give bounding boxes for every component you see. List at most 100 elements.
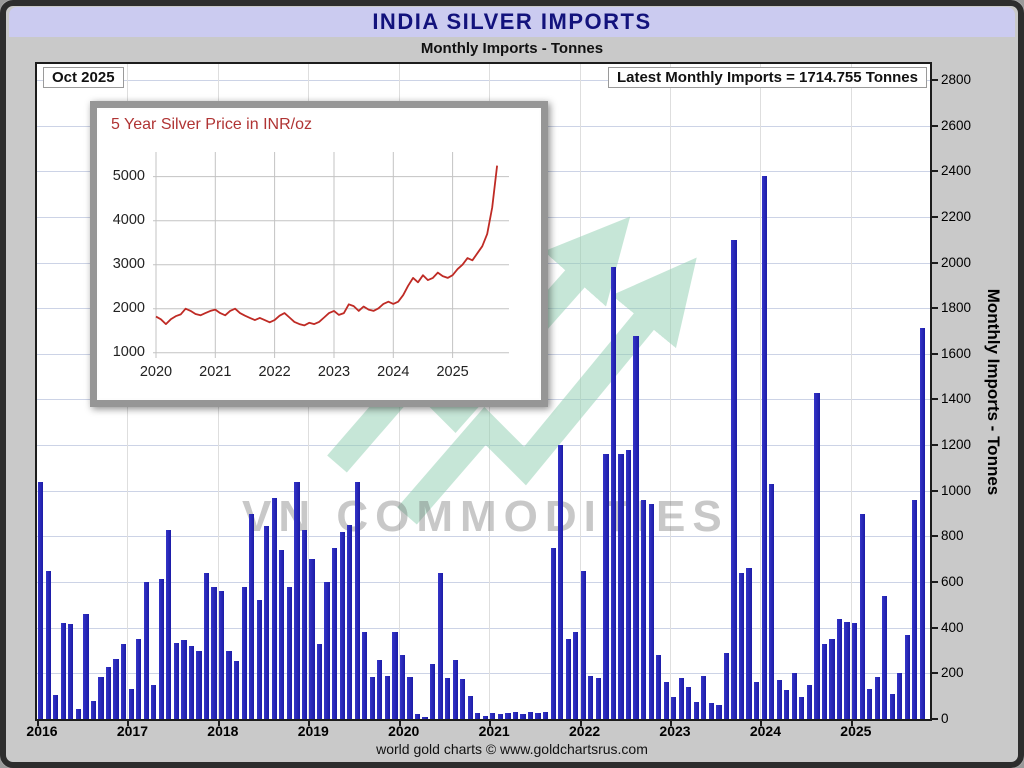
x-tick-label: 2025 [840,723,872,739]
y-tick-mark [932,261,938,264]
x-tick-label: 2018 [207,723,239,739]
import-bar [851,623,858,719]
import-bar [799,697,805,719]
h-gridline [37,79,930,81]
silver-price-line-chart [153,152,509,358]
y-tick-label: 2200 [941,208,972,224]
chart-subtitle: Monthly Imports - Tonnes [420,40,604,57]
inset-y-tick-label: 2000 [112,299,145,316]
import-bar [535,713,541,719]
import-bar [701,675,707,719]
import-bar [429,664,436,719]
import-bar [693,701,699,719]
import-bar [821,643,828,719]
import-bar [407,676,413,719]
y-tick-mark [932,215,938,218]
import-bar [339,531,345,719]
import-bar [859,513,865,719]
x-tick-mark [850,721,853,726]
import-bar [369,676,375,719]
import-bar [467,696,473,719]
y-tick-mark [932,170,938,173]
import-bar [445,677,451,719]
y-tick-label: 400 [941,619,964,635]
import-bar [264,526,270,719]
import-bar [53,695,59,719]
inset-x-tick-label: 2025 [436,364,469,380]
import-bar [188,645,195,719]
x-tick-mark [760,721,763,726]
y-tick-label: 1400 [941,391,972,407]
import-bar [181,640,187,719]
import-bar [520,714,526,719]
import-bar [784,690,790,719]
y-tick-mark [932,489,938,492]
inset-x-tick-label: 2023 [317,364,351,380]
import-bar [437,572,443,719]
inset-y-tick-label: 4000 [112,211,145,228]
import-bar [791,673,797,719]
inset-y-tick-label: 3000 [112,255,145,272]
x-tick-mark [489,721,492,726]
h-gridline [37,490,930,492]
y-axis-title: Monthly Imports - Tonnes [984,288,1003,496]
y-tick-label: 1200 [941,437,972,453]
y-tick-label: 2400 [941,163,972,179]
import-bar [143,582,149,719]
current-month-label: Oct 2025 [43,67,124,88]
y-tick-mark [932,581,938,584]
import-bar [497,714,504,719]
x-tick-mark [127,721,130,726]
x-tick-label: 2016 [26,723,58,739]
y-tick-mark [932,398,938,401]
import-bar [422,716,428,719]
y-tick-mark [932,78,938,81]
import-bar [814,392,820,719]
x-tick-label: 2020 [388,723,420,739]
import-bar [580,570,586,719]
x-tick-mark [579,721,582,726]
import-bar [769,483,775,719]
x-tick-mark [217,721,220,726]
y-tick-mark [932,444,938,447]
import-bar [550,547,556,719]
import-bar [90,700,97,719]
x-tick-label: 2024 [749,723,782,739]
import-bar [678,677,684,719]
y-tick-mark [932,124,938,127]
import-bar [120,643,127,719]
x-tick-mark [37,721,39,726]
import-bar [558,445,564,719]
import-bar [874,676,880,719]
import-bar [829,639,835,719]
import-bar [166,529,172,719]
import-bar [543,712,549,719]
y-tick-label: 2000 [941,254,972,270]
import-bar [75,708,81,719]
import-bar [196,650,202,719]
import-bar [105,666,112,719]
footer-credit: world gold charts © www.goldchartsrus.co… [376,741,648,757]
inset-x-tick-label: 2020 [139,364,173,380]
import-bar [912,499,918,719]
import-bar [754,682,760,719]
import-bar [392,632,398,719]
import-bar [136,639,142,719]
import-bar [158,578,164,719]
import-bar [904,634,910,719]
import-bar [505,713,511,719]
import-bar [347,525,353,719]
y-tick-label: 1600 [941,345,972,361]
import-bar [671,697,677,719]
import-bar [836,618,843,719]
import-bar [686,687,692,719]
y-tick-label: 200 [941,665,964,681]
import-bar [482,715,488,719]
x-tick-mark [398,721,401,726]
import-bar [83,614,89,719]
import-bar [384,675,390,719]
import-bar [151,684,157,719]
import-bar [618,454,624,719]
import-bar [286,586,293,719]
silver-price-line [155,165,498,327]
